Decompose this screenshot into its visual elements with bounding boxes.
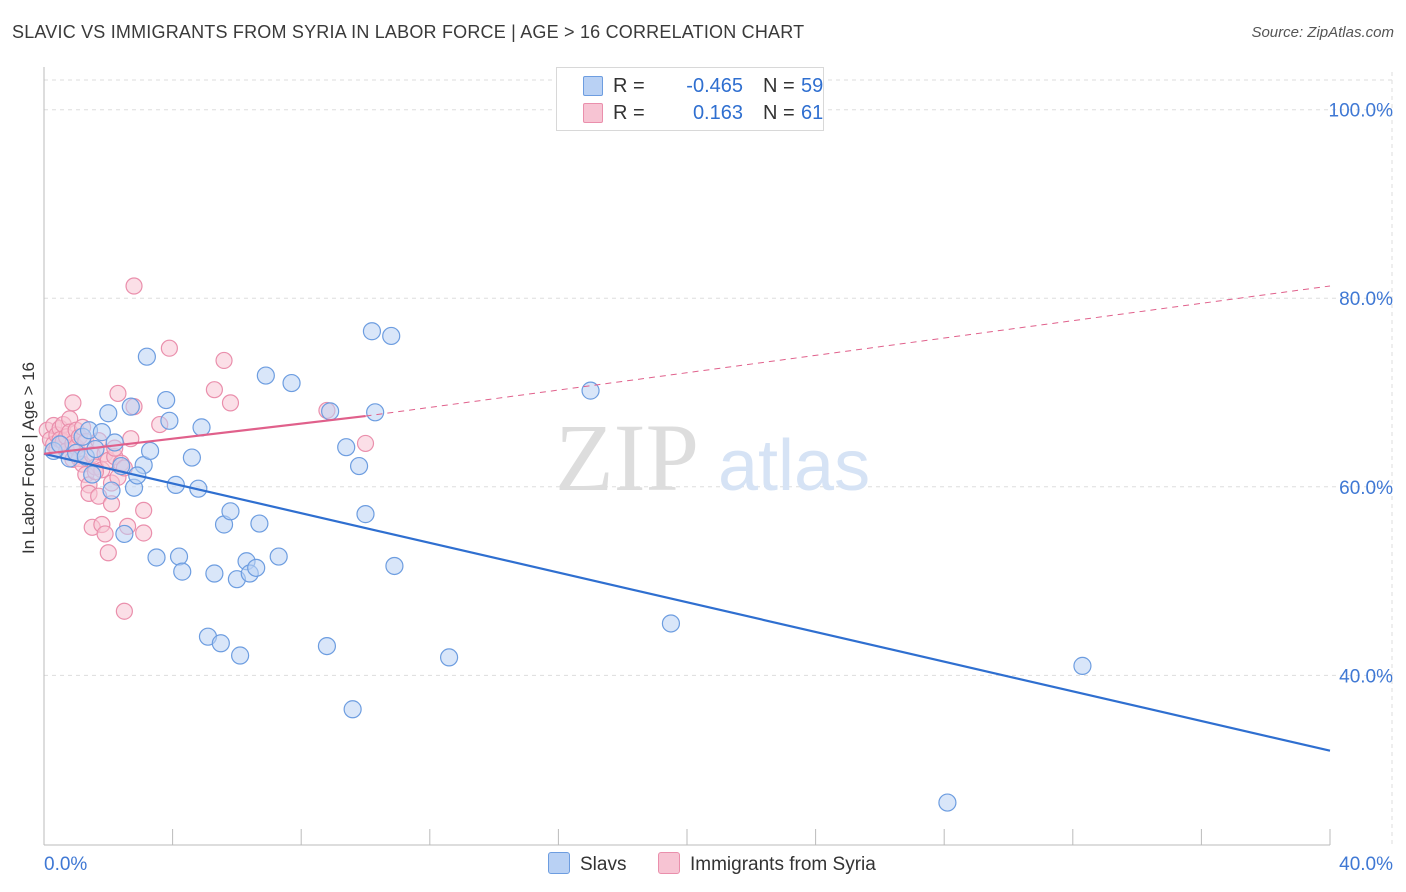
watermark: ZIP atlas: [555, 404, 870, 511]
legend-n-value: 59: [801, 75, 824, 97]
legend-r-label: R =: [613, 102, 645, 124]
syria-point: [135, 501, 153, 519]
syria-point: [115, 602, 133, 620]
bottom-legend-slavs: Slavs: [548, 852, 626, 876]
y-tick-label: 80.0%: [1339, 289, 1393, 310]
source-label: Source: ZipAtlas.com: [1251, 24, 1394, 41]
slavs-point: [83, 465, 102, 484]
x-tick-label-end: 40.0%: [1339, 854, 1393, 875]
legend-n-value: 61: [801, 102, 824, 124]
legend-r-value: -0.465: [686, 75, 743, 97]
syria-point: [96, 525, 114, 543]
watermark-atlas: atlas: [718, 426, 870, 506]
slavs-point: [147, 548, 166, 567]
slavs-point: [205, 564, 224, 583]
slavs-point: [169, 547, 189, 566]
x-tick-label-start: 0.0%: [44, 854, 87, 875]
slavs-point: [439, 648, 459, 667]
slavs-point: [256, 366, 275, 385]
syria-point: [356, 434, 375, 453]
slavs-point: [382, 326, 401, 346]
watermark-zip: ZIP: [555, 404, 699, 511]
bottom-legend-swatch-syria: [658, 852, 680, 874]
syria-point: [160, 339, 178, 357]
syria-point: [99, 544, 117, 562]
slavs-point: [321, 402, 340, 421]
bottom-legend-swatch-slavs: [548, 852, 570, 874]
legend-n-label: N =: [763, 75, 795, 97]
slavs-point: [269, 547, 288, 566]
slavs-point: [661, 614, 681, 633]
slavs-point: [221, 502, 240, 521]
legend-n-label: N =: [763, 102, 795, 124]
legend-swatch-syria: [583, 103, 603, 123]
slavs-point: [349, 456, 369, 476]
slavs-point: [362, 322, 382, 341]
slavs-point: [121, 397, 140, 416]
syria-point: [215, 351, 233, 370]
syria-point: [125, 277, 143, 295]
slavs-point: [102, 481, 121, 500]
slavs-point: [173, 562, 192, 581]
slavs-point: [1073, 656, 1092, 675]
slavs-point: [231, 646, 250, 665]
slavs-point: [115, 524, 134, 544]
y-tick-labels: 40.0% 60.0% 80.0% 100.0%: [1329, 101, 1394, 688]
y-tick-label: 40.0%: [1339, 666, 1393, 687]
slavs-trend-line: [43, 452, 1331, 752]
slavs-point: [160, 411, 179, 430]
chart-title: SLAVIC VS IMMIGRANTS FROM SYRIA IN LABOR…: [12, 22, 805, 42]
slavs-point: [317, 636, 337, 656]
bottom-legend-label-slavs: Slavs: [580, 854, 627, 875]
trend-lines: [43, 285, 1331, 752]
slavs-point: [105, 433, 124, 452]
bottom-legend-label-syria: Immigrants from Syria: [690, 854, 876, 875]
slavs-point: [182, 448, 201, 467]
axes: [43, 67, 1331, 846]
series-slavs: [44, 322, 1092, 812]
syria-point: [109, 384, 127, 403]
syria-point: [221, 394, 240, 412]
slavs-point: [211, 634, 230, 653]
slavs-point: [385, 556, 404, 576]
slavs-point: [356, 505, 375, 524]
syria-point: [64, 394, 82, 412]
slavs-point: [250, 514, 269, 533]
syria-trend-line: [43, 414, 366, 455]
bottom-legend-syria: Immigrants from Syria: [658, 852, 876, 876]
slavs-point: [343, 700, 362, 719]
legend-swatch-slavs: [583, 76, 603, 96]
slavs-point: [282, 373, 301, 393]
slavs-point: [337, 438, 356, 457]
slavs-point: [366, 403, 385, 422]
slavs-point: [92, 423, 111, 442]
y-tick-label: 60.0%: [1339, 478, 1393, 499]
grid: [44, 72, 1393, 845]
legend-r-value: 0.163: [692, 102, 743, 124]
slavs-point: [247, 558, 266, 577]
y-axis-label: In Labor Force | Age > 16: [19, 362, 38, 554]
slavs-point: [157, 390, 176, 410]
syria-point: [135, 524, 153, 542]
slavs-point: [137, 347, 156, 366]
slavs-point: [99, 404, 118, 423]
y-tick-label: 100.0%: [1329, 101, 1394, 122]
slavs-point: [938, 793, 957, 812]
correlation-legend: R = -0.465 N = 59 R = 0.163 N = 61: [556, 67, 824, 131]
slavs-point: [192, 418, 211, 437]
syria-trend-extension: [365, 285, 1331, 417]
syria-point: [205, 381, 223, 399]
slavs-point: [140, 441, 160, 461]
x-tick-labels: 0.0% 40.0%: [44, 854, 1393, 875]
legend-r-label: R =: [613, 75, 645, 97]
